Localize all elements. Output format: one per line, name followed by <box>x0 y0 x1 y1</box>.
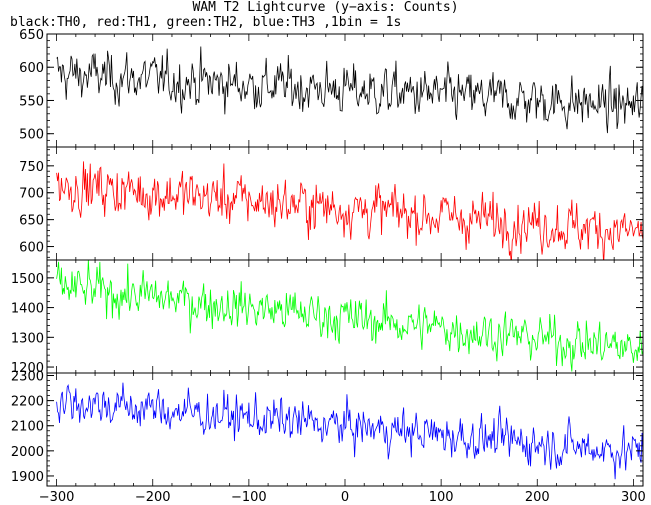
x-tick-label: 300 <box>621 490 646 505</box>
panel-frame <box>46 33 644 148</box>
series-line-th3 <box>56 382 643 480</box>
panel-2: 1200 1300 1400 1500 <box>11 259 644 376</box>
y-tick-label: 1400 <box>11 302 44 317</box>
x-tick-label: 200 <box>525 490 550 505</box>
y-tick-label: 2200 <box>11 395 44 410</box>
x-tick-label: 0 <box>341 490 349 505</box>
panel-frame <box>46 259 644 374</box>
y-tick-label: 1300 <box>11 331 44 346</box>
panel-0: 500 550 600 650 <box>19 28 644 148</box>
y-tick-label: 750 <box>19 160 44 175</box>
series-line-th2 <box>56 260 643 372</box>
series-line-th1 <box>56 161 643 260</box>
y-tick-label: 600 <box>19 61 44 76</box>
chart-subtitle: black:TH0, red:TH1, green:TH2, blue:TH3 … <box>10 15 402 30</box>
y-tick-label: 550 <box>19 94 44 109</box>
y-tick-label: 1500 <box>11 272 44 287</box>
y-tick-label: 1900 <box>11 470 44 485</box>
panel-3: 1900 2000 2100 2200 2300 −300 −200 −100 0 100 200 3… <box>11 370 646 505</box>
x-tick-label: −200 <box>135 490 171 505</box>
x-tick-label: −100 <box>231 490 267 505</box>
series-line-th0 <box>56 46 643 134</box>
y-tick-label: 650 <box>19 28 44 43</box>
panel-frame <box>46 146 644 261</box>
y-tick-label: 2100 <box>11 420 44 435</box>
panel-1: 600 650 700 750 <box>19 146 644 261</box>
y-tick-label: 600 <box>19 241 44 256</box>
y-tick-label: 700 <box>19 187 44 202</box>
y-tick-label: 1200 <box>11 361 44 376</box>
x-tick-label: 100 <box>429 490 454 505</box>
y-tick-label: 2000 <box>11 445 44 460</box>
chart-title: WAM T2 Lightcurve (y−axis: Counts) <box>192 0 459 15</box>
x-tick-label: −300 <box>39 490 75 505</box>
y-tick-label: 650 <box>19 214 44 229</box>
y-tick-label: 500 <box>19 128 44 143</box>
y-tick-label: 2300 <box>11 370 44 385</box>
